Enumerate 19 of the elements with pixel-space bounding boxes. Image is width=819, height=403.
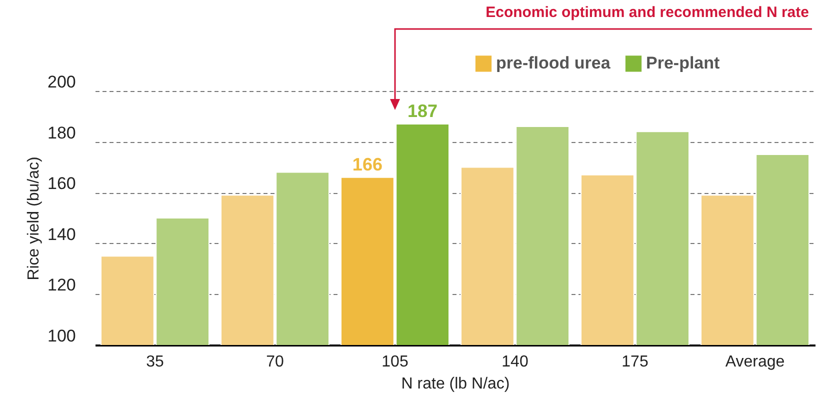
y-tick-label: 200 bbox=[48, 72, 76, 92]
x-axis-title: N rate (lb N/ac) bbox=[401, 376, 510, 392]
y-tick-label: 140 bbox=[48, 224, 76, 244]
y-tick-label: 100 bbox=[48, 326, 76, 346]
x-tick-label: 140 bbox=[502, 354, 528, 370]
x-tick-label: 70 bbox=[266, 354, 284, 370]
x-tick-label: 175 bbox=[622, 354, 648, 370]
data-label: 187 bbox=[408, 101, 438, 122]
y-tick-label: 180 bbox=[48, 123, 76, 142]
y-tick-label: 120 bbox=[48, 276, 76, 295]
x-tick-label: Average bbox=[725, 354, 785, 370]
x-tick-label: 105 bbox=[382, 354, 408, 370]
y-axis-title: Rice yield (bu/ac) bbox=[26, 156, 42, 280]
data-label: 166 bbox=[352, 154, 382, 174]
legend-label: Pre-plant bbox=[646, 54, 720, 73]
text: Economic optimum and recommended N rate bbox=[486, 4, 809, 21]
y-tick-label: 160 bbox=[48, 174, 76, 194]
x-tick-label: 35 bbox=[146, 354, 164, 370]
legend-label: pre-flood urea bbox=[496, 54, 611, 73]
